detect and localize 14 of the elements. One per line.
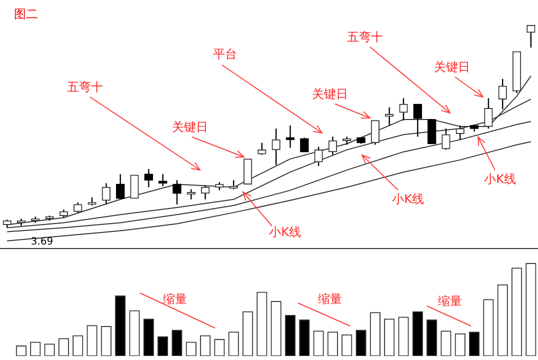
- annotation: 关键日: [434, 60, 470, 74]
- annotation: 平台: [213, 47, 237, 62]
- annotation: 缩量: [163, 292, 187, 306]
- annotation: 缩量: [438, 294, 462, 308]
- text: 3.69: [30, 236, 54, 248]
- annotation: 小K线: [484, 172, 516, 186]
- annotation: 五弯十: [347, 30, 383, 44]
- annotation: 关键日: [312, 87, 348, 102]
- chart-title: 图二: [14, 6, 38, 23]
- annotation: 关键日: [172, 120, 208, 134]
- annotation: 缩量: [318, 292, 342, 306]
- annotation: 小K线: [392, 192, 424, 206]
- annotation: 五弯十: [67, 80, 103, 94]
- annotation: 小K线: [269, 225, 301, 240]
